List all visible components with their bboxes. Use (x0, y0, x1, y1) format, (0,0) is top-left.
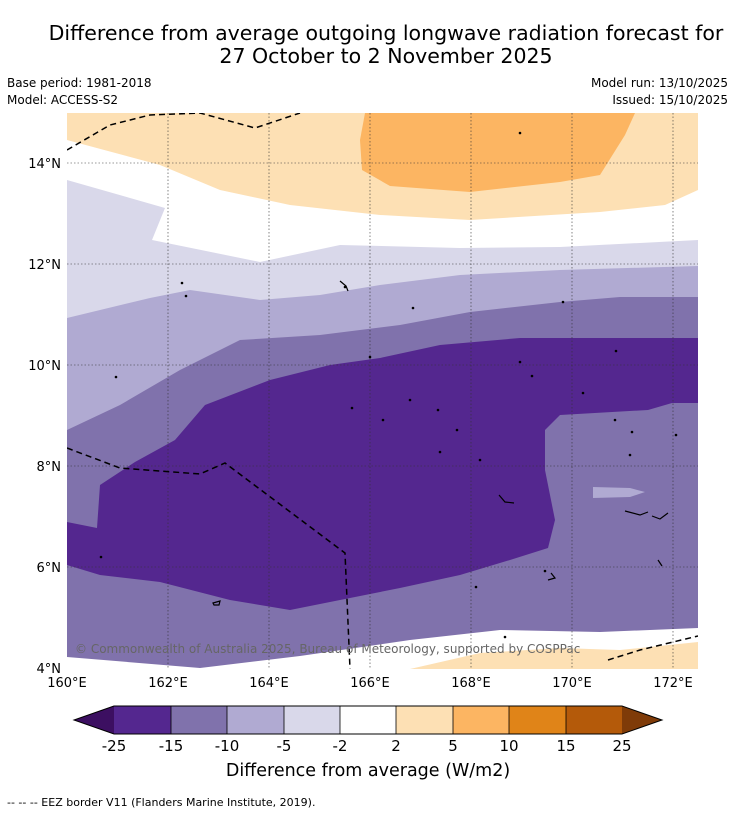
anomaly-field (67, 113, 698, 669)
colorbar-tick-neg25: -25 (102, 737, 127, 755)
lat-label-10n: 10°N (28, 359, 61, 374)
lon-label-166e: 166°E (350, 676, 390, 691)
graticule (67, 113, 698, 669)
band-pos2-5-south (410, 642, 698, 669)
colorbar-tick-pos15: 15 (556, 737, 575, 755)
lon-label-164e: 164°E (249, 676, 289, 691)
colorbar-swatch-pos15-25 (566, 706, 622, 734)
base-period: Base period: 1981-2018 (7, 76, 152, 90)
meta-right: Model run: 13/10/2025 Issued: 15/10/2025 (591, 75, 728, 109)
colorbar-tick-pos10: 10 (499, 737, 518, 755)
colorbar-swatch-pos10-15 (509, 706, 566, 734)
colorbar-swatch-neg5-2 (284, 706, 340, 734)
colorbar-extend-low (74, 706, 114, 734)
colorbar-tick-pos25: 25 (612, 737, 631, 755)
copyright-text: © Commonwealth of Australia 2025, Bureau… (75, 642, 580, 656)
lon-labels: 160°E 162°E 164°E 166°E 168°E 170°E 172°… (47, 676, 693, 691)
lat-labels: 4°N 6°N 8°N 10°N 12°N 14°N (28, 157, 61, 677)
lat-label-4n: 4°N (37, 662, 62, 677)
colorbar-tick-neg2: -2 (333, 737, 348, 755)
lat-label-12n: 12°N (28, 258, 61, 273)
colorbar-tick-neg5: -5 (277, 737, 292, 755)
title-line-2: 27 October to 2 November 2025 (219, 44, 553, 68)
band-pos5-10 (360, 113, 635, 192)
eez-borders (67, 113, 698, 669)
colorbar-swatch-pos5-10 (453, 706, 509, 734)
colorbar-tick-pos2: 2 (391, 737, 401, 755)
lat-label-14n: 14°N (28, 157, 61, 172)
title-line-1: Difference from average outgoing longwav… (48, 21, 724, 45)
islands (99, 131, 678, 639)
lon-label-170e: 170°E (552, 676, 592, 691)
colorbar-tick-neg15: -15 (159, 737, 184, 755)
band-neg10-5-patch (593, 487, 645, 498)
colorbar-tick-pos5: 5 (448, 737, 458, 755)
colorbar-swatch-neg10-5 (227, 706, 284, 734)
eez-border-southeast (607, 635, 698, 661)
model-run: Model run: 13/10/2025 (590, 76, 728, 90)
lon-label-168e: 168°E (451, 676, 491, 691)
band-neg25-15 (67, 338, 698, 610)
eez-border-north (67, 113, 301, 151)
lon-label-172e: 172°E (653, 676, 693, 691)
colorbar-label: Difference from average (W/m2) (225, 761, 511, 781)
lon-label-160e: 160°E (47, 676, 87, 691)
model-name: Model: ACCESS-S2 (7, 93, 119, 107)
colorbar-swatch-neg2-2 (340, 706, 396, 734)
colorbar-extend-high (622, 706, 662, 734)
lat-label-6n: 6°N (37, 561, 62, 576)
lat-label-8n: 8°N (37, 460, 62, 475)
atolls (212, 280, 669, 606)
colorbar-swatch-neg15-10 (171, 706, 227, 734)
issued-date: Issued: 15/10/2025 (612, 93, 728, 107)
eez-border-west (67, 447, 351, 669)
colorbar-swatch-pos2-5 (396, 706, 453, 734)
lon-label-162e: 162°E (148, 676, 188, 691)
colorbar: -25 -15 -10 -5 -2 2 5 10 15 25 (72, 705, 664, 755)
eez-footnote: -- -- -- EEZ border V11 (Flanders Marine… (7, 796, 316, 809)
colorbar-tick-neg10: -10 (215, 737, 240, 755)
meta-left: Base period: 1981-2018 Model: ACCESS-S2 (7, 75, 152, 109)
map-title: Difference from average outgoing longwav… (30, 22, 736, 68)
colorbar-swatch-neg25-15 (114, 706, 171, 734)
